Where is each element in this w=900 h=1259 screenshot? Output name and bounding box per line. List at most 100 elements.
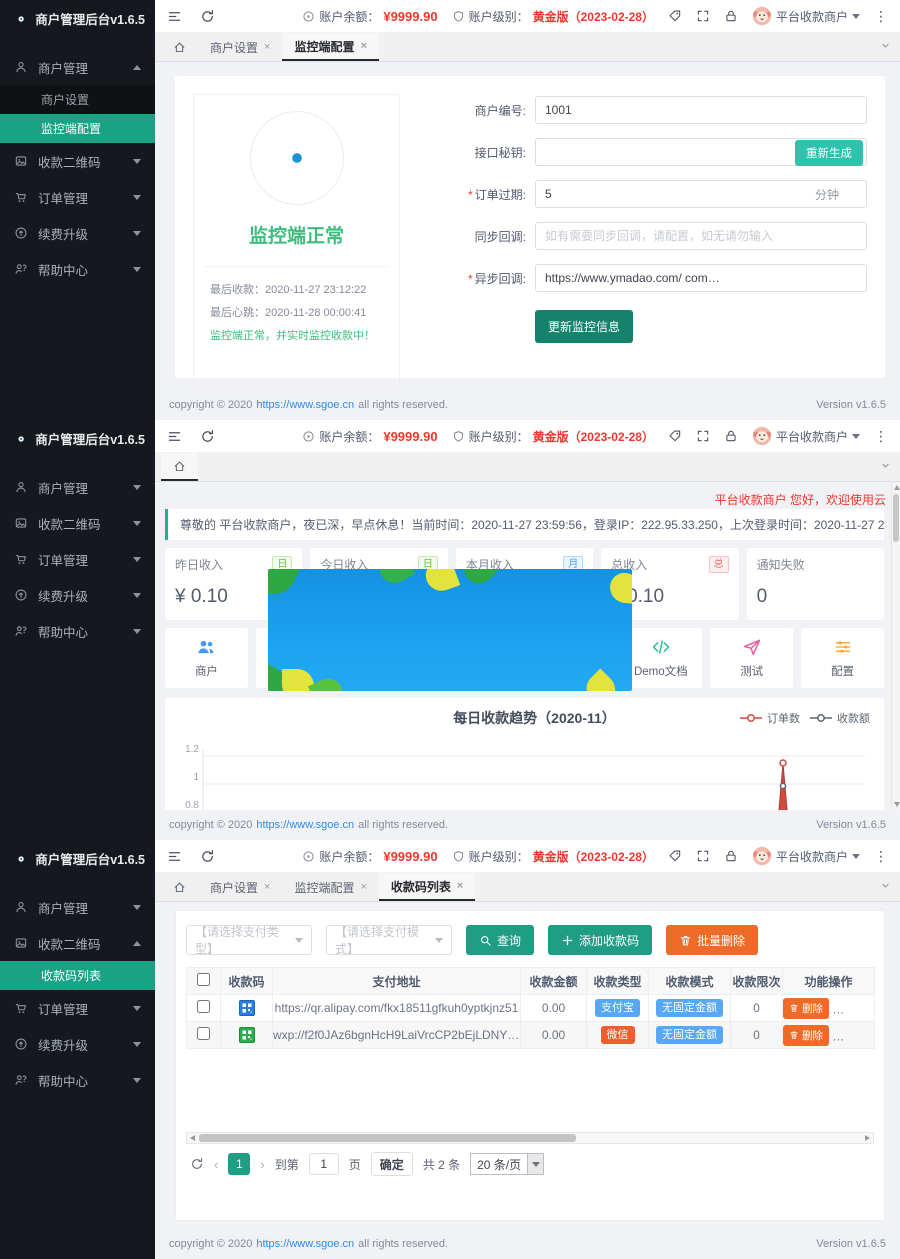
tab-monitor-config[interactable]: 监控端配置 × xyxy=(294,880,367,895)
delete-button[interactable]: 删除 xyxy=(783,1024,829,1046)
pay-mode-select[interactable]: 【请选择支付模式】 xyxy=(326,925,452,956)
confirm-page-button[interactable]: 确定 xyxy=(370,1152,413,1176)
scrollbar-thumb[interactable] xyxy=(893,494,899,542)
row-checkbox[interactable] xyxy=(197,1027,210,1040)
goto-page-input[interactable] xyxy=(308,1153,339,1175)
footer-link[interactable]: https://www.sgoe.cn xyxy=(256,1238,355,1250)
batch-delete-button[interactable]: 批量删除 xyxy=(666,925,759,955)
sidebar-item-help[interactable]: 帮助中心 xyxy=(0,1062,155,1098)
collapse-menu-icon[interactable] xyxy=(167,9,182,24)
refresh-icon[interactable] xyxy=(200,9,215,24)
sidebar-item-merchant[interactable]: 商户管理 xyxy=(0,469,155,505)
tab-merchant-settings[interactable]: 商户设置 × xyxy=(210,880,271,895)
user-menu[interactable]: 平台收款商户 xyxy=(752,6,860,26)
shortcut-config[interactable]: 配置 xyxy=(801,628,884,688)
close-icon[interactable]: × xyxy=(264,881,271,893)
shortcut-merchant[interactable]: 商户 xyxy=(165,628,248,688)
more-icon[interactable]: ⋮ xyxy=(874,847,888,864)
select-all-checkbox[interactable] xyxy=(197,973,210,986)
add-qrcode-button[interactable]: 添加收款码 xyxy=(548,925,653,955)
lock-icon[interactable] xyxy=(724,849,738,863)
tab-home[interactable] xyxy=(161,33,198,61)
tab-list-chevron-icon[interactable] xyxy=(881,461,890,470)
sidebar-item-merchant[interactable]: 商户管理 xyxy=(0,889,155,925)
per-page-select[interactable]: 20 条/页 xyxy=(470,1153,545,1175)
tag-icon[interactable] xyxy=(668,849,682,863)
collapse-menu-icon[interactable] xyxy=(167,849,182,864)
footer-link[interactable]: https://www.sgoe.cn xyxy=(256,819,355,831)
legend-orders[interactable]: 订单数 xyxy=(740,710,800,726)
tab-home[interactable] xyxy=(161,873,198,901)
edit-button[interactable]: 编辑 xyxy=(832,1024,874,1046)
scrollbar-thumb[interactable] xyxy=(199,1134,577,1142)
sidebar-item-monitor-config[interactable]: 监控端配置 xyxy=(0,114,155,143)
sidebar-item-orders[interactable]: 订单管理 xyxy=(0,541,155,577)
tab-merchant-settings[interactable]: 商户设置 × xyxy=(210,40,271,55)
next-page-chevron[interactable]: › xyxy=(260,1156,265,1172)
scroll-left-arrow[interactable] xyxy=(190,1135,195,1141)
fullscreen-icon[interactable] xyxy=(696,429,710,443)
edit-button[interactable]: 编辑 xyxy=(832,997,874,1019)
legend-amount[interactable]: 收款额 xyxy=(810,710,870,726)
tag-icon[interactable] xyxy=(668,9,682,23)
fullscreen-icon[interactable] xyxy=(696,849,710,863)
pay-type-select[interactable]: 【请选择支付类型】 xyxy=(186,925,312,956)
user-menu[interactable]: 平台收款商户 xyxy=(752,426,860,446)
close-icon[interactable]: × xyxy=(264,41,271,53)
shortcut-demo-docs[interactable]: Demo文档 xyxy=(619,628,703,688)
refresh-icon[interactable] xyxy=(190,1157,204,1171)
delete-button[interactable]: 删除 xyxy=(783,997,829,1019)
tab-home[interactable] xyxy=(161,453,198,481)
search-button[interactable]: 查询 xyxy=(466,925,535,955)
tab-list-chevron-icon[interactable] xyxy=(881,41,890,50)
update-monitor-button[interactable]: 更新监控信息 xyxy=(535,310,634,343)
close-icon[interactable]: × xyxy=(360,40,367,52)
sidebar-item-renew[interactable]: 续费升级 xyxy=(0,577,155,613)
sidebar-item-merchant-settings[interactable]: 商户设置 xyxy=(41,93,90,107)
order-expire-input[interactable] xyxy=(535,180,867,208)
prev-page-chevron[interactable]: ‹ xyxy=(214,1156,219,1172)
regenerate-button[interactable]: 重新生成 xyxy=(795,140,863,166)
row-checkbox[interactable] xyxy=(197,1000,210,1013)
more-icon[interactable]: ⋮ xyxy=(874,427,888,444)
tab-monitor-config[interactable]: 监控端配置 × xyxy=(282,33,379,61)
close-icon[interactable]: × xyxy=(360,881,367,893)
tag-icon[interactable] xyxy=(668,429,682,443)
sidebar-item-orders[interactable]: 订单管理 xyxy=(0,990,155,1026)
shortcut-test[interactable]: 测试 xyxy=(710,628,794,688)
vertical-scrollbar[interactable] xyxy=(891,482,900,810)
sidebar-item-orders[interactable]: 订单管理 xyxy=(0,179,155,215)
merchant-no-input[interactable] xyxy=(535,96,867,124)
lock-icon[interactable] xyxy=(724,9,738,23)
sidebar-item-qrcode[interactable]: 收款二维码 xyxy=(0,143,155,179)
sidebar-item-renew[interactable]: 续费升级 xyxy=(0,215,155,251)
scroll-right-arrow[interactable] xyxy=(865,1135,870,1141)
sidebar-item-qrcode-list[interactable]: 收款码列表 xyxy=(0,961,155,990)
sidebar-item-qrcode[interactable]: 收款二维码 xyxy=(0,505,155,541)
wechat-qr-icon[interactable] xyxy=(238,1027,255,1043)
sync-callback-input[interactable] xyxy=(535,222,867,250)
refresh-icon[interactable] xyxy=(200,429,215,444)
current-page[interactable]: 1 xyxy=(228,1153,251,1175)
sidebar-item-qrcode[interactable]: 收款二维码 xyxy=(0,925,155,961)
collapse-menu-icon[interactable] xyxy=(167,429,182,444)
scroll-down-arrow[interactable] xyxy=(894,802,900,807)
horizontal-scrollbar[interactable] xyxy=(186,1132,874,1144)
more-icon[interactable]: ⋮ xyxy=(874,7,888,24)
async-callback-input[interactable] xyxy=(535,264,867,292)
footer-link[interactable]: https://www.sgoe.cn xyxy=(256,399,355,411)
sidebar-item-help[interactable]: 帮助中心 xyxy=(0,251,155,287)
refresh-icon[interactable] xyxy=(200,849,215,864)
sidebar-item-renew[interactable]: 续费升级 xyxy=(0,1026,155,1062)
select-dropdown-button[interactable] xyxy=(527,1154,544,1174)
user-menu[interactable]: 平台收款商户 xyxy=(752,846,860,866)
lock-icon[interactable] xyxy=(724,429,738,443)
tab-qrcode-list[interactable]: 收款码列表 × xyxy=(378,873,476,901)
close-icon[interactable]: × xyxy=(456,880,464,892)
fullscreen-icon[interactable] xyxy=(696,9,710,23)
alipay-qr-icon[interactable] xyxy=(238,1000,255,1016)
sidebar-item-help[interactable]: 帮助中心 xyxy=(0,613,155,649)
tab-list-chevron-icon[interactable] xyxy=(881,881,890,890)
sidebar-item-merchant[interactable]: 商户管理 xyxy=(0,49,155,85)
scroll-up-arrow[interactable] xyxy=(894,485,900,490)
